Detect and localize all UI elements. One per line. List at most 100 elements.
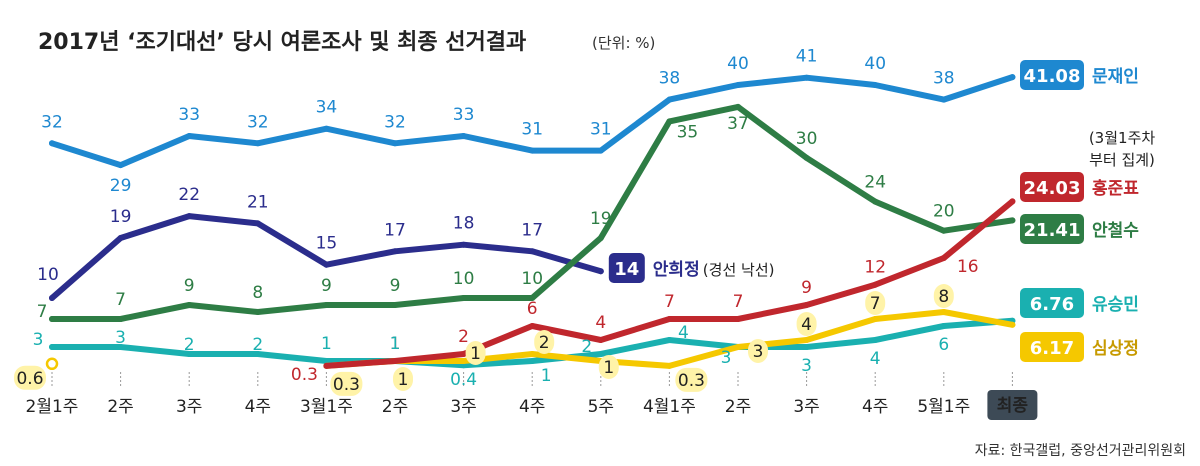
x-tick-label: 2주 — [107, 397, 133, 417]
final-value-유승민: 6.76 — [1030, 294, 1074, 315]
point-홍준표 — [872, 281, 879, 288]
data-label-홍준표: 9 — [801, 278, 812, 298]
point-문재인 — [872, 82, 879, 88]
point-안철수 — [872, 198, 879, 205]
data-label-bg — [748, 339, 768, 363]
data-label-홍준표: 2 — [458, 327, 469, 347]
point-안희정 — [117, 235, 124, 241]
x-tick-label: 4월1주 — [643, 397, 696, 417]
data-label-bg — [675, 367, 708, 392]
data-label-문재인: 32 — [384, 112, 406, 132]
data-label-홍준표: 12 — [864, 258, 886, 278]
point-심상정 — [529, 351, 536, 357]
x-tick-label: 4주 — [245, 397, 271, 417]
point-심상정 — [872, 316, 879, 322]
final-value-badge — [608, 253, 645, 283]
data-label-bg — [933, 284, 954, 308]
data-label-심상정: 0.6 — [16, 369, 43, 389]
point-유승민 — [803, 344, 810, 350]
data-label-안철수: 30 — [796, 129, 818, 149]
series-note: (경선 낙선) — [703, 261, 775, 279]
chart-unit: (단위: %) — [592, 34, 655, 52]
data-label-유승민: 6 — [938, 335, 949, 355]
final-value-badge — [1020, 60, 1084, 90]
data-label-안철수: 9 — [321, 276, 332, 296]
data-label-유승민: 3 — [721, 348, 732, 368]
data-label-bg — [330, 371, 363, 396]
data-label-안철수: 7 — [115, 290, 126, 310]
final-category-badge — [987, 390, 1038, 420]
point-심상정 — [1009, 321, 1016, 328]
data-label-유승민: 3 — [115, 328, 126, 348]
final-value-badge — [1020, 172, 1084, 202]
final-value-안철수: 21.41 — [1024, 220, 1081, 241]
point-홍준표 — [460, 351, 467, 357]
data-label-홍준표: 6 — [527, 299, 538, 319]
point-문재인 — [392, 140, 398, 147]
data-label-유승민: 2 — [184, 335, 195, 355]
series-name-문재인: 문재인 — [1092, 67, 1139, 87]
data-label-안철수: 37 — [727, 114, 749, 134]
point-홍준표 — [735, 316, 741, 322]
data-label-문재인: 31 — [521, 120, 543, 140]
x-tick-label: 3주 — [176, 397, 202, 417]
chart-title: 2017년 ‘조기대선’ 당시 여론조사 및 최종 선거결과 — [38, 30, 526, 55]
data-label-안희정: 17 — [521, 220, 543, 240]
data-label-안철수: 10 — [453, 269, 475, 289]
point-문재인 — [254, 140, 261, 147]
x-tick-label: 4주 — [519, 397, 545, 417]
series-name-안철수: 안철수 — [1092, 221, 1139, 241]
x-tick-label: 2주 — [725, 397, 751, 417]
data-label-안철수: 8 — [252, 283, 263, 303]
point-문재인 — [735, 82, 741, 88]
point-유승민 — [940, 323, 947, 329]
end-labels: 41.08 문재인 21.41 안철수 24.03 홍준표 6.76 유승민 6.17 심상정 14… — [608, 60, 1156, 362]
point-문재인 — [323, 125, 330, 132]
point-안희정 — [323, 261, 330, 268]
point-홍준표 — [529, 323, 536, 329]
data-label-심상정: 3 — [753, 342, 764, 362]
series-name-안희정: 안희정 — [653, 260, 700, 280]
point-심상정 — [45, 357, 59, 371]
final-value-문재인: 41.08 — [1024, 66, 1081, 87]
point-문재인 — [529, 147, 536, 154]
point-문재인 — [186, 133, 193, 139]
data-label-유승민: 4 — [870, 349, 881, 369]
point-안희정 — [186, 213, 193, 220]
data-label-bg — [14, 365, 46, 390]
x-tick-label: 3주 — [793, 397, 819, 417]
point-안철수 — [186, 302, 193, 308]
point-안철수 — [392, 302, 398, 308]
data-label-안철수: 7 — [37, 302, 48, 322]
series-lines — [45, 74, 1016, 371]
data-label-홍준표: 16 — [957, 257, 979, 277]
point-안철수 — [323, 302, 330, 308]
category-guides — [51, 372, 1013, 386]
point-안철수 — [254, 309, 261, 315]
point-안철수 — [940, 227, 947, 234]
data-label-안철수: 10 — [521, 269, 543, 289]
data-label-문재인: 38 — [659, 69, 681, 89]
data-label-안희정: 17 — [384, 220, 406, 240]
x-axis: 2월1주 2주 3주 4주 3월1주 2주 3주 4주 5주 4월1주 2주 3주 4주 5월1주 최종 — [26, 390, 1038, 420]
point-안희정 — [460, 241, 467, 248]
data-label-안철수: 24 — [864, 173, 886, 193]
point-유승민 — [49, 344, 55, 350]
data-label-홍준표: 1 — [390, 334, 401, 354]
series-note: (3월1주차 — [1089, 129, 1156, 147]
point-안철수 — [49, 316, 55, 322]
point-문재인 — [1009, 74, 1016, 81]
data-label-안철수: 20 — [933, 202, 955, 222]
data-label-안희정: 19 — [110, 207, 132, 227]
point-심상정 — [460, 358, 467, 364]
data-label-bg — [598, 355, 619, 379]
series-note: 부터 집계) — [1089, 151, 1155, 169]
data-label-안희정: 21 — [247, 192, 269, 212]
data-label-안희정: 15 — [316, 234, 338, 254]
x-tick-label: 3주 — [450, 397, 476, 417]
x-tick-label: 4주 — [862, 397, 888, 417]
data-label-안희정: 22 — [178, 185, 200, 205]
data-label-유승민: 1 — [541, 366, 552, 386]
